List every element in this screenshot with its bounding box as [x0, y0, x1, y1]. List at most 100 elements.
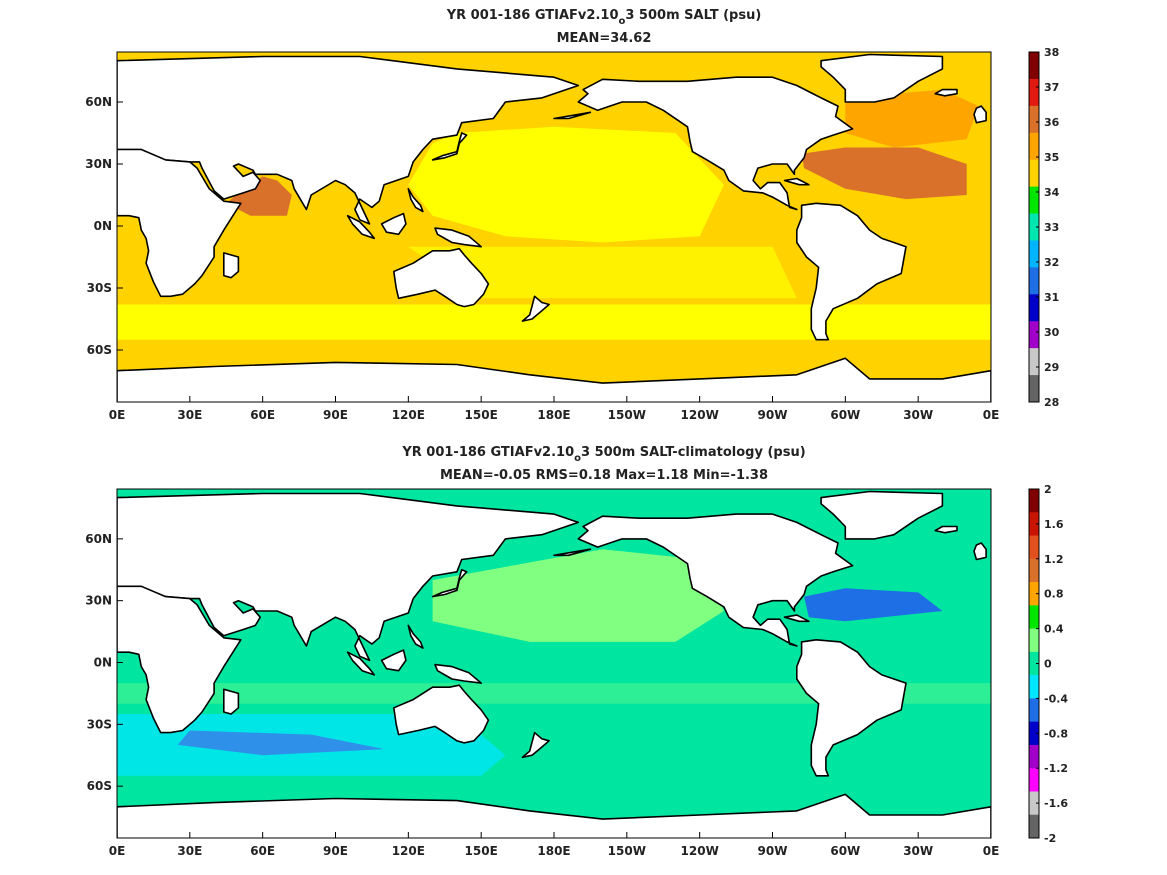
southern-band-region	[117, 304, 991, 340]
colorbar-swatch	[1029, 105, 1039, 134]
land-arabia-africa	[117, 148, 242, 298]
colorbar-tick-label: 2	[1044, 483, 1052, 496]
x-tick-label: 30W	[903, 408, 933, 422]
x-tick-label: 0E	[983, 408, 1000, 422]
land-madagascar	[223, 688, 240, 715]
land-iceland	[934, 525, 958, 534]
colorbar-swatch	[1029, 267, 1039, 295]
land-philippines	[407, 188, 424, 213]
y-tick-label: 0N	[94, 656, 112, 670]
colorbar-tick-label: 29	[1044, 361, 1059, 374]
land-alaska-islands	[553, 111, 592, 120]
colorbar-tick-label: 32	[1044, 256, 1059, 269]
x-tick-label: 180E	[537, 408, 570, 422]
land-alaska-islands	[553, 548, 592, 557]
land-south-america	[795, 638, 907, 777]
land-eurasia	[117, 55, 580, 225]
land-new-guinea	[434, 663, 483, 684]
colorbar-swatch	[1029, 768, 1039, 792]
land-cuba	[783, 614, 810, 623]
colorbar-tick-label: 37	[1044, 81, 1059, 94]
colorbar-swatch	[1029, 159, 1039, 188]
x-tick-label: 120W	[681, 844, 719, 858]
colorbar-tick-label: -1.2	[1044, 762, 1068, 775]
colorbar-tick-label: 0.4	[1044, 623, 1064, 636]
colorbar-swatch	[1029, 628, 1039, 653]
colorbar-swatch	[1029, 213, 1039, 241]
colorbar-swatch	[1029, 240, 1039, 268]
x-tick-label: 180E	[537, 844, 570, 858]
title-suffix: 3 500m SALT (psu)	[625, 8, 761, 23]
land-japan	[431, 568, 468, 598]
y-tick-label: 60N	[85, 95, 112, 109]
land-eurasia	[117, 492, 580, 662]
x-tick-label: 30E	[177, 408, 202, 422]
land-sumatra	[346, 214, 376, 240]
land-sumatra	[346, 651, 376, 676]
colorbar-tick-label: -0.8	[1044, 727, 1068, 740]
title-subscript: o	[618, 16, 625, 27]
x-tick-label: 60E	[250, 408, 275, 422]
land-antarctica	[117, 357, 991, 402]
x-tick-label: 150E	[465, 408, 498, 422]
arabian-sea-region	[226, 176, 292, 216]
x-tick-label: 90W	[758, 844, 788, 858]
y-tick-label: 30N	[85, 157, 112, 171]
x-tick-label: 120W	[681, 408, 719, 422]
colorbar-tick-label: -2	[1044, 832, 1056, 845]
land-philippines	[407, 624, 424, 649]
colorbar-tick-label: -0.4	[1044, 692, 1068, 705]
map-field	[117, 489, 991, 838]
colorbar-swatch	[1029, 721, 1039, 746]
land-new-zealand	[521, 295, 550, 322]
colorbar-tick-label: 1.6	[1044, 518, 1064, 531]
x-tick-label: 60W	[830, 408, 860, 422]
colorbar-swatch	[1029, 52, 1039, 80]
colorbar-swatch	[1029, 489, 1039, 513]
land-new-guinea	[434, 227, 483, 248]
x-tick-label: 60E	[250, 844, 275, 858]
colorbar-swatch	[1029, 605, 1039, 630]
colorbar-tick-label: 0	[1044, 658, 1052, 671]
land-iceland	[934, 88, 958, 97]
title-prefix: YR 001-186 GTIAFv2.10	[446, 8, 619, 23]
y-tick-label: 0N	[94, 219, 112, 233]
colorbar-swatch	[1029, 558, 1039, 583]
x-tick-label: 0E	[109, 844, 126, 858]
x-tick-label: 90W	[758, 408, 788, 422]
chart-title: YR 001-186 GTIAFv2.10o3 500m SALT-climat…	[401, 445, 805, 464]
subtropical-atlantic-region	[801, 147, 967, 200]
colorbar-tick-label: 30	[1044, 326, 1060, 339]
colorbar-tick-label: -1.6	[1044, 797, 1068, 810]
land-greenland	[820, 53, 944, 103]
land-madagascar	[223, 252, 240, 279]
colorbar-tick-label: 34	[1044, 186, 1060, 199]
colorbar-swatch	[1029, 186, 1039, 215]
land-greenland	[820, 490, 944, 540]
x-tick-label: 150W	[608, 408, 646, 422]
x-tick-label: 60W	[830, 844, 860, 858]
colorbar-tick-label: 31	[1044, 291, 1059, 304]
chart-subtitle: MEAN=34.62	[557, 31, 652, 46]
land-north-america	[577, 76, 854, 211]
pacific-fresh-region	[408, 126, 724, 243]
southern-minimum-region	[177, 730, 385, 756]
x-tick-label: 90E	[323, 844, 348, 858]
x-tick-label: 0E	[109, 408, 126, 422]
land-north-america	[577, 513, 854, 647]
x-tick-label: 30W	[903, 844, 933, 858]
colorbar-swatch	[1029, 512, 1039, 537]
y-tick-label: 60S	[87, 779, 112, 793]
colorbar-swatch	[1029, 132, 1039, 161]
colorbar-tick-label: 33	[1044, 221, 1059, 234]
x-tick-label: 150W	[608, 844, 646, 858]
north-atlantic-region	[845, 89, 979, 148]
colorbar-swatch	[1029, 375, 1039, 403]
y-tick-label: 60S	[87, 343, 112, 357]
colorbar-swatch	[1029, 814, 1039, 839]
title-suffix: 3 500m SALT-climatology (psu)	[581, 445, 806, 460]
map-panel-2: YR 001-186 GTIAFv2.10o3 500m SALT-climat…	[85, 445, 1068, 858]
colorbar-swatch	[1029, 348, 1039, 376]
y-tick-label: 60N	[85, 532, 112, 546]
colorbar-swatch	[1029, 744, 1039, 769]
